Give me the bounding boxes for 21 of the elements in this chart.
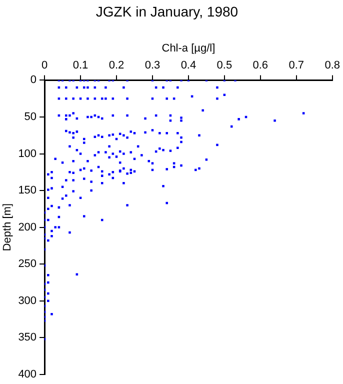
x-tick-label: 0 xyxy=(41,60,48,72)
x-tick-label: 0.3 xyxy=(144,60,160,72)
x-tick-label: 0.5 xyxy=(216,60,232,72)
y-tick-label: 200 xyxy=(18,221,37,234)
y-tick-label: 400 xyxy=(18,368,37,380)
y-tick-label: 150 xyxy=(18,184,37,197)
x-tick-label: 0.1 xyxy=(72,60,88,72)
y-tick-label: 50 xyxy=(24,111,37,124)
y-tick-label: 0 xyxy=(30,74,37,86)
x-tick-label: 0.7 xyxy=(288,60,304,72)
x-tick-label: 0.8 xyxy=(324,60,340,72)
y-tick-label: 100 xyxy=(18,148,37,160)
x-axis-title: Chl-a [µg/l] xyxy=(162,42,216,54)
chart-title: JGZK in January, 1980 xyxy=(96,3,238,20)
y-axis-title: Depth [m] xyxy=(2,203,14,252)
y-tick-label: 350 xyxy=(18,332,37,344)
x-tick-label: 0.6 xyxy=(252,60,268,72)
y-tick-label: 300 xyxy=(18,294,37,307)
x-tick-label: 0.4 xyxy=(180,60,196,72)
y-tick-label: 250 xyxy=(18,258,37,270)
x-tick-label: 0.2 xyxy=(108,60,124,72)
